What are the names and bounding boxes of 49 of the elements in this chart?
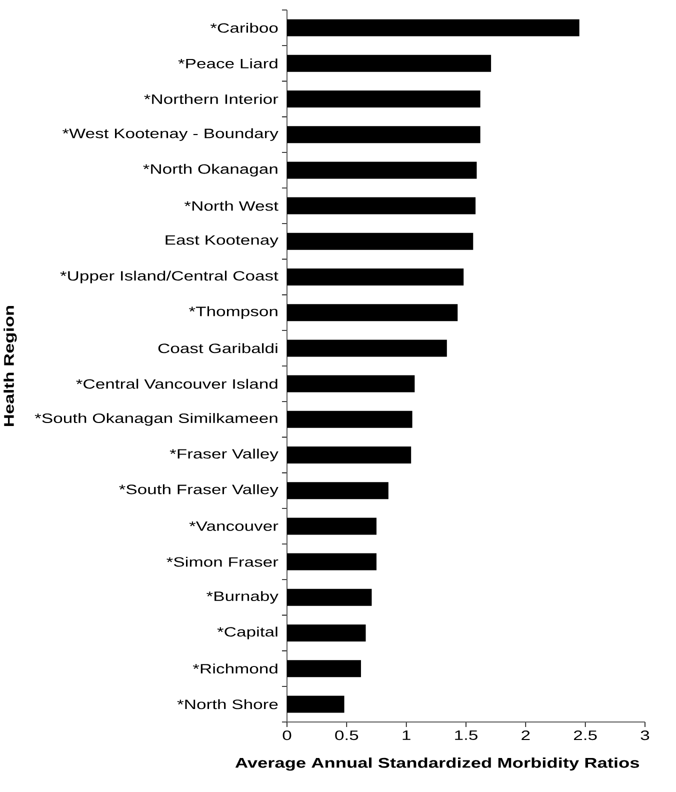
y-tick-label: *West Kootenay - Boundary <box>62 128 278 141</box>
y-tick-label: *Peace Liard <box>178 58 278 68</box>
y-tick-label: *South Fraser Valley <box>119 484 278 497</box>
bar <box>286 588 372 606</box>
x-tick-label: 2.5 <box>574 730 597 740</box>
bar <box>286 446 412 464</box>
x-tick-label: 3 <box>640 730 650 740</box>
y-tick-label: *Central Vancouver Island <box>76 378 278 389</box>
x-tick-label: 1 <box>402 730 410 740</box>
x-tick-label: 2 <box>522 730 530 740</box>
y-tick-label: East Kootenay <box>166 235 278 248</box>
bar <box>286 162 477 179</box>
bar <box>286 660 361 678</box>
bar <box>286 126 480 144</box>
bar <box>286 553 376 570</box>
y-tick-label: *South Okanagan Similkameen <box>34 413 278 426</box>
bar <box>286 340 447 357</box>
y-tick-label: *Upper Island/Central Coast <box>60 270 278 284</box>
bar <box>286 232 474 250</box>
bar <box>286 482 388 500</box>
bar <box>286 375 415 392</box>
bar <box>286 54 492 72</box>
y-tick-label: *Burnaby <box>206 591 278 604</box>
bar <box>286 268 464 286</box>
x-axis-title: Average Annual Standardized Morbidity Ratios <box>235 758 640 771</box>
bar <box>286 518 376 535</box>
y-tick-label: *Fraser Valley <box>170 448 278 462</box>
bar <box>286 410 412 428</box>
y-tick-label: *Northern Interior <box>144 94 278 104</box>
x-tick-label: 0.5 <box>335 730 358 740</box>
y-tick-label: *North Shore <box>177 699 278 710</box>
y-tick-label: *North West <box>184 200 278 211</box>
x-tick-label: 0 <box>282 730 292 740</box>
bar <box>286 90 480 108</box>
y-axis-title: Health Region <box>4 306 17 426</box>
bar <box>286 624 366 642</box>
bar <box>286 696 344 713</box>
y-tick-label: *Capital <box>217 626 278 640</box>
y-tick-label: Coast Garibaldi <box>158 343 278 354</box>
bar <box>286 19 580 36</box>
y-tick-label: *Richmond <box>192 664 278 674</box>
y-tick-label: *Vancouver <box>189 522 278 531</box>
y-tick-label: *Simon Fraser <box>166 556 278 567</box>
bar <box>286 304 458 322</box>
x-tick-label: 1.5 <box>455 730 478 740</box>
y-tick-label: *Cariboo <box>210 22 278 33</box>
y-tick-label: *Thompson <box>188 306 278 319</box>
bar <box>286 197 476 214</box>
y-tick-label: *North Okanagan <box>143 164 278 177</box>
